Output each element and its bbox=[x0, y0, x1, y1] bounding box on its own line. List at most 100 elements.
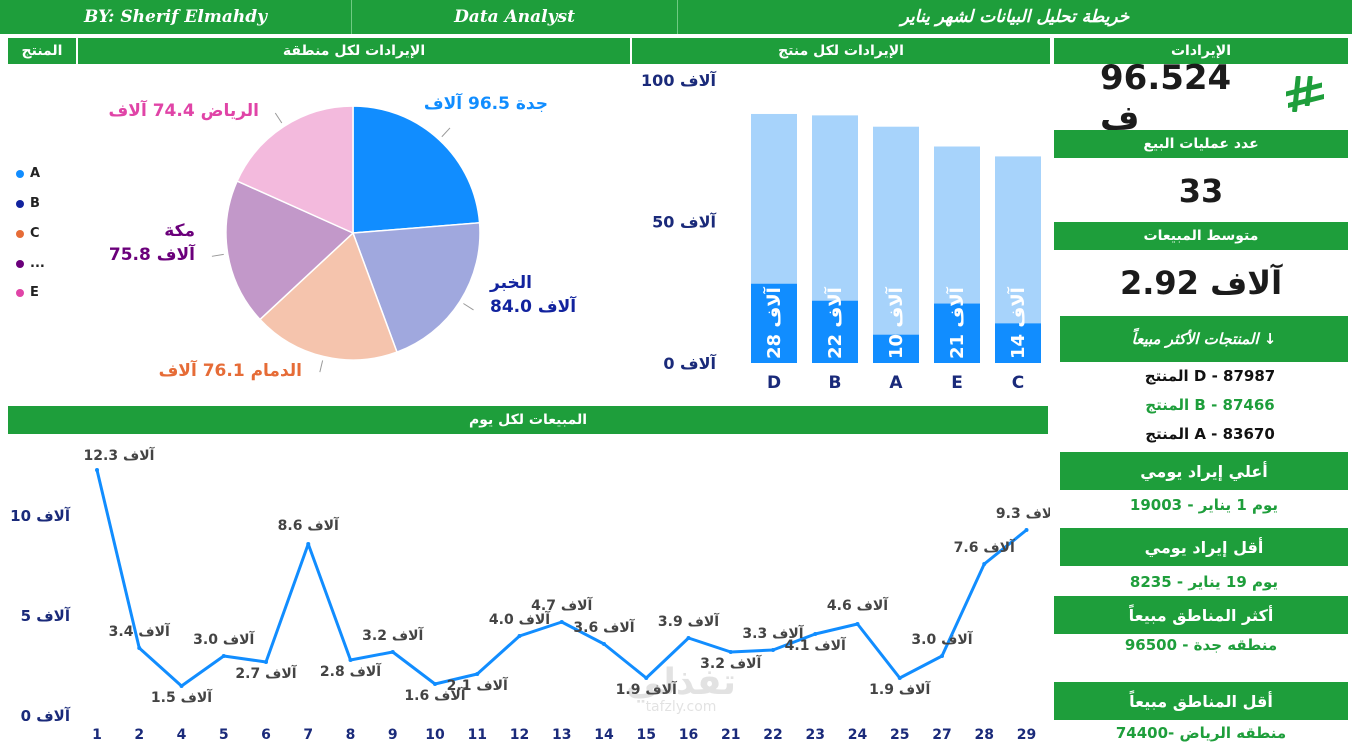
line-data-label: 4.1 آلاف bbox=[785, 636, 847, 654]
pie-leader-line bbox=[274, 112, 283, 124]
line-point[interactable] bbox=[264, 660, 268, 664]
legend-dot-icon bbox=[16, 169, 24, 178]
bar-count[interactable] bbox=[873, 334, 919, 363]
legend-label: A bbox=[30, 166, 41, 181]
legend-label: E bbox=[30, 285, 39, 300]
line-point[interactable] bbox=[348, 658, 353, 662]
line-point[interactable] bbox=[137, 646, 142, 650]
line-data-label: 3.0 آلاف bbox=[193, 630, 255, 648]
line-point[interactable] bbox=[771, 648, 775, 652]
pie-leader-line bbox=[441, 127, 451, 138]
pie-slice[interactable] bbox=[352, 105, 481, 234]
pie-slice-label: جدة 96.5 آلاف bbox=[424, 92, 548, 114]
pie-leader-line bbox=[211, 253, 224, 257]
x-tick-label: B bbox=[829, 373, 842, 393]
line-point[interactable] bbox=[475, 672, 480, 676]
daily-line-chart[interactable]: 0 آلاف 5 آلاف 10 آلاف 12.3 آلاف 1 3.4 آلاف 2 1.… bbox=[0, 436, 1050, 746]
line-point[interactable] bbox=[855, 622, 860, 626]
legend-item[interactable]: C bbox=[16, 226, 40, 241]
line-point[interactable] bbox=[728, 650, 733, 654]
line-data-label: 2.8 آلاف bbox=[320, 662, 382, 680]
top-products-list: المنتج D - 87987 المنتج B - 87466 المنتج… bbox=[1100, 362, 1320, 449]
legend-item[interactable]: B bbox=[16, 196, 40, 211]
line-point[interactable] bbox=[390, 650, 395, 654]
product-chart-title: الإيرادات لكل منتج bbox=[632, 38, 1050, 64]
line-point[interactable] bbox=[940, 654, 944, 658]
pie-slice-value: 75.8 آلاف bbox=[109, 243, 196, 265]
pie-slice-value: 84.0 آلاف bbox=[490, 295, 577, 317]
x-tick-label: 24 bbox=[848, 727, 868, 743]
line-point[interactable] bbox=[559, 620, 564, 624]
avg-sales-label: متوسط المبيعات bbox=[1054, 222, 1348, 250]
x-tick-label: 27 bbox=[932, 727, 951, 743]
pie-slice[interactable] bbox=[351, 222, 481, 354]
top-product-item: المنتج B - 87466 bbox=[1145, 396, 1275, 414]
product-bar-chart[interactable]: 0 آلاف 50 آلاف 100 آلاف 28 آلاف D 22 آلاف B 10 … bbox=[632, 66, 1050, 402]
pie-slice-label: الرياض 74.4 آلاف bbox=[109, 99, 259, 121]
lowest-day-value: يوم 19 يناير - 8235 bbox=[1129, 573, 1279, 591]
pie-slice[interactable] bbox=[236, 105, 354, 235]
pie-slice[interactable] bbox=[258, 231, 398, 361]
line-point[interactable] bbox=[517, 634, 522, 638]
pie-slice-label: مكة bbox=[164, 221, 195, 241]
x-tick-label: 16 bbox=[679, 727, 698, 743]
x-tick-label: 6 bbox=[261, 727, 271, 743]
top-product-item: المنتج A - 83670 bbox=[1145, 425, 1275, 443]
pie-slice[interactable] bbox=[225, 180, 355, 321]
riyal-icon bbox=[1284, 74, 1326, 118]
sales-count-label: عدد عمليات البيع bbox=[1054, 130, 1348, 158]
top-products-label: المنتجات الأكثر مبيعاً ↓ bbox=[1060, 316, 1348, 362]
bar-count[interactable] bbox=[812, 300, 858, 363]
line-point[interactable] bbox=[897, 676, 902, 680]
line-data-label: 3.4 آلاف bbox=[109, 622, 171, 640]
line-data-label: 7.6 آلاف bbox=[954, 538, 1016, 556]
bar-count[interactable] bbox=[751, 283, 797, 363]
highest-day-label: أعلي إيراد يومي bbox=[1060, 452, 1348, 490]
line-data-label: 3.2 آلاف bbox=[362, 626, 424, 644]
top-region-value: منطقه جدة - 96500 bbox=[1124, 636, 1278, 654]
line-data-label: 12.3 آلاف bbox=[84, 446, 156, 464]
line-data-label: 1.5 آلاف bbox=[151, 688, 213, 706]
line-point[interactable] bbox=[306, 542, 311, 546]
x-tick-label: 9 bbox=[388, 727, 398, 743]
bar-value-label: 14 آلاف bbox=[1006, 286, 1029, 359]
legend-item[interactable]: A bbox=[16, 166, 40, 181]
y-tick-label: 10 آلاف bbox=[10, 507, 71, 525]
line-data-label: 4.0 آلاف bbox=[489, 610, 551, 628]
line-point[interactable] bbox=[813, 632, 818, 636]
line-point[interactable] bbox=[644, 676, 649, 680]
line-series[interactable] bbox=[95, 469, 1028, 688]
bar-count[interactable] bbox=[995, 323, 1041, 363]
bottom-region-label: أقل المناطق مبيعاً bbox=[1054, 682, 1348, 720]
x-tick-label: 25 bbox=[890, 727, 909, 743]
x-tick-label: E bbox=[951, 373, 963, 393]
sales-count-value: 33 bbox=[1178, 172, 1224, 210]
bar-value-label: 28 آلاف bbox=[762, 286, 785, 359]
line-point[interactable] bbox=[179, 684, 184, 688]
bar-count[interactable] bbox=[934, 303, 980, 363]
x-tick-label: D bbox=[767, 373, 781, 393]
line-point[interactable] bbox=[95, 468, 99, 472]
x-tick-label: 29 bbox=[1017, 727, 1036, 743]
legend-dot-icon bbox=[16, 199, 24, 208]
x-tick-label: 22 bbox=[763, 727, 782, 743]
line-data-label: 3.6 آلاف bbox=[573, 618, 635, 636]
line-point[interactable] bbox=[1024, 528, 1029, 532]
line-point[interactable] bbox=[602, 642, 606, 646]
legend-label: ... bbox=[30, 256, 45, 271]
x-tick-label: 13 bbox=[552, 727, 571, 743]
line-point[interactable] bbox=[433, 682, 437, 686]
bar-total[interactable] bbox=[873, 126, 919, 363]
line-point[interactable] bbox=[221, 654, 226, 658]
avg-sales-value: 2.92 آلاف bbox=[1119, 264, 1283, 302]
line-data-label: 3.0 آلاف bbox=[911, 630, 973, 648]
line-data-label: 3.9 آلاف bbox=[658, 612, 720, 630]
line-point[interactable] bbox=[982, 562, 987, 566]
legend-item[interactable]: E bbox=[16, 285, 39, 300]
line-point[interactable] bbox=[686, 636, 691, 640]
bar-value-label: 21 آلاف bbox=[945, 286, 968, 359]
region-chart-title: الإيرادات لكل منطقة bbox=[78, 38, 630, 64]
pie-slice-label: الدمام 76.1 آلاف bbox=[159, 359, 302, 381]
legend-item[interactable]: ... bbox=[16, 256, 45, 271]
